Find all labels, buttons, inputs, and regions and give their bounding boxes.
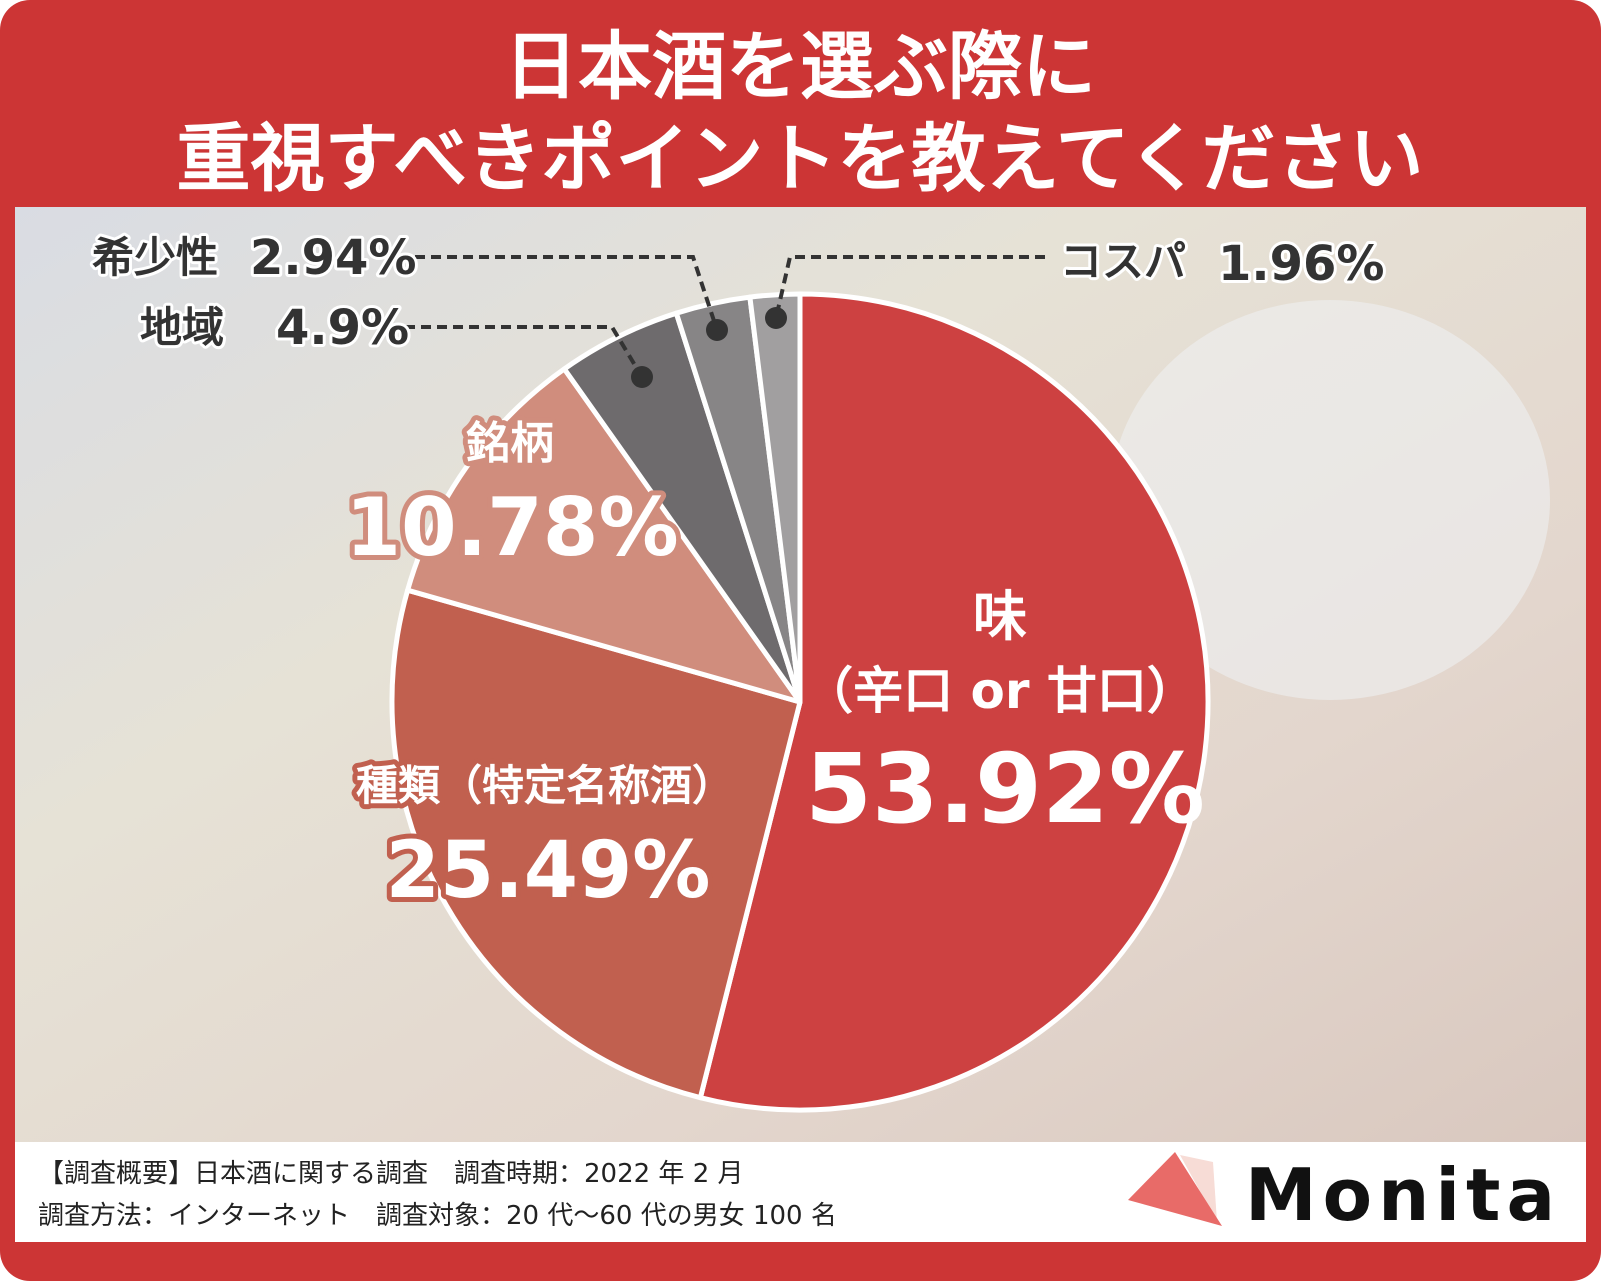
leader-dot-rarity [706, 319, 728, 341]
title-line-2: 重視すべきポイントを教えてください [177, 116, 1424, 202]
leader-lines [405, 255, 1045, 379]
glass-shape [1110, 300, 1550, 700]
label-taste-line2: （辛口 or 甘口） [803, 662, 1197, 720]
label-region: 地域 [140, 303, 224, 352]
label-rarity: 希少性 [92, 233, 218, 282]
monita-logo: Monita [1128, 1152, 1561, 1237]
value-taste: 53.92% [805, 733, 1205, 845]
value-type: 25.49% [386, 826, 711, 916]
logo-triangle [1128, 1152, 1222, 1226]
leader-line-rarity [415, 255, 719, 331]
leader-line-region [405, 325, 644, 379]
label-type: 種類（特定名称酒） [356, 761, 734, 810]
label-brand: 銘柄 [466, 418, 554, 469]
value-cospa: 1.96% [1218, 236, 1385, 292]
pie-slice-5 [747, 291, 803, 705]
value-brand: 10.78% [345, 481, 678, 574]
value-region: 4.9% [276, 300, 409, 356]
leader-dot-cospa [765, 307, 787, 329]
logo-text: Monita [1245, 1153, 1561, 1237]
leader-dot-region [631, 366, 653, 388]
footer-line-2: 調査方法：インターネット 調査対象：20 代〜60 代の男女 100 名 [38, 1201, 837, 1231]
pie-slice-1 [389, 587, 803, 1101]
label-cospa: コスパ [1060, 237, 1186, 286]
pie-slice-2 [405, 366, 803, 705]
leader-line-cospa [774, 255, 1045, 319]
footer-line-1: 【調査概要】日本酒に関する調査 調査時期：2022 年 2 月 [38, 1159, 744, 1189]
label-taste-line1: 味 [973, 585, 1027, 648]
footer-panel [15, 1142, 1586, 1242]
pie-slice-0 [697, 291, 1211, 1113]
pie-chart [389, 291, 1211, 1113]
title-line-1: 日本酒を選ぶ際に [504, 24, 1096, 110]
value-rarity: 2.94% [250, 230, 417, 286]
